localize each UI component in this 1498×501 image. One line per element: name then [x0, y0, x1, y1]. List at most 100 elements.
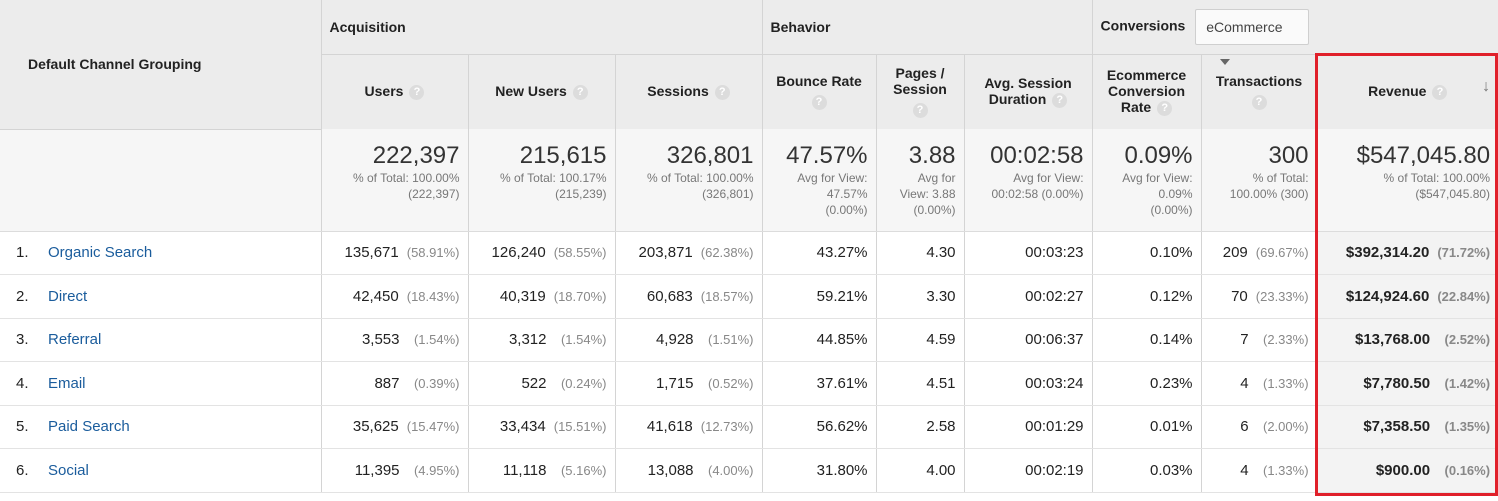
total-sub: Avg for View: — [1122, 171, 1193, 185]
percent-of-total: (23.33%) — [1255, 288, 1309, 304]
channel-link[interactable]: Referral — [48, 331, 102, 349]
total-sub: (0.00%) — [825, 203, 868, 217]
total-sessions: 326,801 % of Total: 100.00% (326,801) — [615, 129, 763, 232]
transactions-cell: 4 (1.33%) — [1201, 448, 1318, 493]
channel-link[interactable]: Organic Search — [48, 244, 153, 262]
percent-of-total: (15.47%) — [406, 419, 460, 435]
total-value: 00:02:58 — [990, 142, 1084, 169]
total-bounce-rate: 47.57% Avg for View: 47.57% (0.00%) — [762, 129, 877, 232]
percent-of-total: (0.39%) — [413, 375, 460, 391]
table-row: 6. Social 11,395 (4.95%) 11,118 (5.16%) 13,088… — [0, 448, 1498, 493]
total-sub: % of Total: 100.17% — [499, 171, 607, 185]
ecr-cell: 0.12% — [1092, 274, 1202, 319]
conversions-goal-select[interactable]: eCommerce — [1195, 8, 1310, 66]
total-revenue: $547,045.80 % of Total: 100.00% ($547,045.… — [1317, 129, 1498, 232]
channel-link[interactable]: Direct — [48, 287, 88, 305]
help-icon[interactable]: ? — [1251, 95, 1267, 111]
col-transactions[interactable]: Transactions ? — [1201, 54, 1318, 129]
users-cell: 35,625 (15.47%) — [321, 405, 469, 449]
bounce-rate-value: 44.85% — [816, 331, 868, 349]
duration-value: 00:01:29 — [1025, 418, 1084, 436]
total-sub: % of Total: 100.00% — [352, 171, 460, 185]
total-value: 222,397 — [372, 142, 460, 169]
col-new-users[interactable]: New Users? — [468, 54, 616, 129]
channel-link[interactable]: Social — [48, 461, 89, 479]
bounce-rate-value: 31.80% — [816, 461, 868, 479]
duration-value: 00:02:27 — [1025, 287, 1084, 305]
channel-link[interactable]: Email — [48, 374, 86, 392]
help-icon[interactable]: ? — [1432, 85, 1448, 101]
sessions-cell: 4,928 (1.51%) — [615, 318, 763, 362]
bounce-rate-cell: 37.61% — [762, 361, 877, 406]
new-users-cell: 522 (0.24%) — [468, 361, 616, 406]
bounce-rate-value: 56.62% — [816, 418, 868, 436]
users-value: 35,625 — [352, 418, 399, 436]
col-ecr-label-3: Rate — [1120, 99, 1152, 116]
ecr-value: 0.03% — [1149, 461, 1193, 479]
col-avg-session-duration[interactable]: Avg. Session Duration? — [964, 54, 1093, 129]
sort-descending-icon[interactable]: ↓ — [1482, 77, 1491, 95]
pages-session-value: 4.51 — [926, 374, 956, 392]
duration-value: 00:02:19 — [1025, 461, 1084, 479]
percent-of-total: (1.33%) — [1263, 462, 1309, 478]
ecr-value: 0.12% — [1149, 287, 1193, 305]
transactions-value: 4 — [1240, 461, 1249, 479]
total-sub: % of Total: — [1252, 171, 1309, 185]
percent-of-total: (1.35%) — [1444, 419, 1491, 435]
col-ecommerce-conversion-rate[interactable]: Ecommerce Conversion Rate? — [1092, 54, 1202, 129]
percent-of-total: (1.54%) — [560, 332, 607, 348]
total-sub: (0.00%) — [913, 203, 956, 217]
conversions-select-value: eCommerce — [1206, 18, 1283, 35]
help-icon[interactable]: ? — [1052, 93, 1068, 109]
percent-of-total: (12.73%) — [700, 419, 754, 435]
table-row: 3. Referral 3,553 (1.54%) 3,312 (1.54%) 4,928 (… — [0, 318, 1498, 362]
total-sub: 100.00% (300) — [1229, 187, 1309, 201]
col-transactions-label: Transactions — [1215, 73, 1303, 90]
col-users-label: Users — [364, 83, 404, 100]
help-icon[interactable]: ? — [912, 103, 928, 119]
help-icon[interactable]: ? — [409, 85, 425, 101]
col-duration-label-1: Avg. Session — [984, 75, 1072, 92]
new-users-cell: 11,118 (5.16%) — [468, 448, 616, 493]
help-icon[interactable]: ? — [1157, 101, 1173, 117]
col-revenue[interactable]: Revenue? ↓ — [1317, 54, 1498, 129]
total-sub: 0.09% — [1158, 187, 1193, 201]
total-sub: % of Total: 100.00% — [646, 171, 754, 185]
revenue-cell: $124,924.60 (22.84%) — [1317, 274, 1498, 319]
duration-cell: 00:02:27 — [964, 274, 1093, 319]
users-value: 11,395 — [354, 461, 400, 479]
channel-cell: 3. Referral — [0, 318, 322, 362]
help-icon[interactable]: ? — [572, 85, 588, 101]
dimension-header[interactable]: Default Channel Grouping — [0, 0, 322, 130]
channel-link[interactable]: Paid Search — [48, 418, 130, 436]
total-sub: Avg for — [917, 171, 956, 185]
totals-label-cell — [0, 129, 322, 232]
total-sub: ($547,045.80) — [1415, 187, 1491, 201]
duration-cell: 00:03:24 — [964, 361, 1093, 406]
group-behavior: Behavior — [762, 0, 1093, 55]
users-cell: 3,553 (1.54%) — [321, 318, 469, 362]
total-value: 215,615 — [519, 142, 607, 169]
percent-of-total: (18.70%) — [553, 288, 607, 304]
total-value: 300 — [1268, 142, 1309, 169]
total-sub: 47.57% — [826, 187, 868, 201]
col-bounce-rate[interactable]: Bounce Rate ? — [762, 54, 877, 129]
help-icon[interactable]: ? — [811, 95, 827, 111]
bounce-rate-value: 59.21% — [816, 287, 868, 305]
help-icon[interactable]: ? — [714, 85, 730, 101]
channel-cell: 4. Email — [0, 361, 322, 406]
transactions-cell: 209 (69.67%) — [1201, 231, 1318, 275]
col-pages-session[interactable]: Pages / Session ? — [876, 54, 965, 129]
col-sessions[interactable]: Sessions? — [615, 54, 763, 129]
col-users[interactable]: Users? — [321, 54, 469, 129]
duration-cell: 00:06:37 — [964, 318, 1093, 362]
total-sub: (222,397) — [408, 187, 460, 201]
revenue-value: $124,924.60 — [1345, 287, 1430, 305]
duration-value: 00:06:37 — [1025, 331, 1084, 349]
transactions-value: 209 — [1222, 244, 1248, 262]
sessions-cell: 60,683 (18.57%) — [615, 274, 763, 319]
ecr-value: 0.10% — [1149, 244, 1193, 262]
channel-cell: 5. Paid Search — [0, 405, 322, 449]
col-ecr-label-2: Conversion — [1108, 83, 1186, 100]
new-users-value: 522 — [521, 374, 547, 392]
